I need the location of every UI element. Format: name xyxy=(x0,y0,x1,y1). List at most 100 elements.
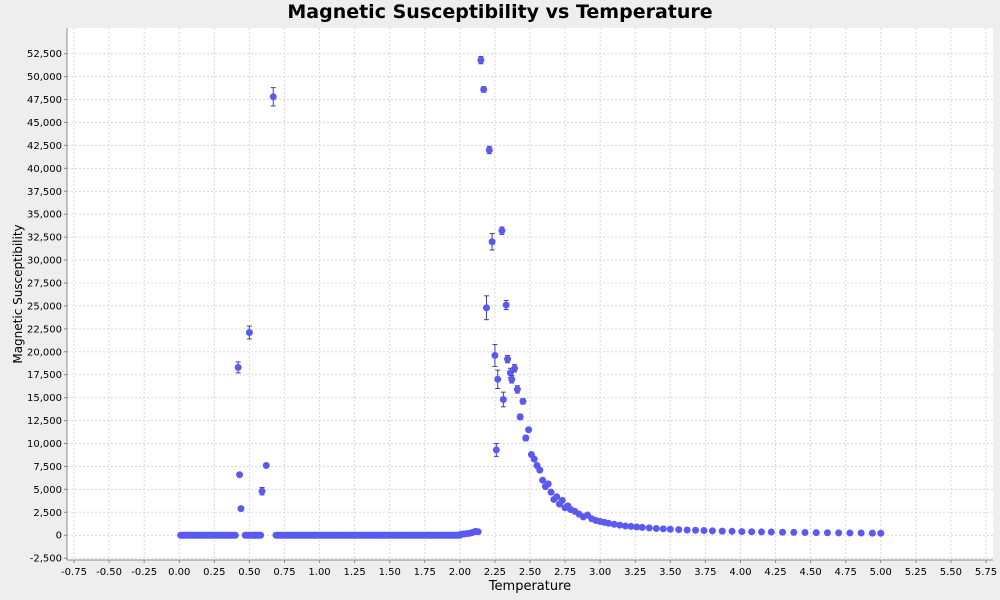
data-point xyxy=(536,466,544,474)
y-tick-label: 40,000 xyxy=(27,164,62,175)
data-point xyxy=(269,93,277,101)
data-point xyxy=(801,528,809,536)
data-point xyxy=(262,462,270,470)
x-tick-label: 5.75 xyxy=(975,567,997,578)
data-point xyxy=(616,521,624,529)
y-tick-label: 50,000 xyxy=(27,72,62,83)
x-tick-label: 1.25 xyxy=(343,567,365,578)
axes: -0.75 -0.50 -0.25 0.00 0.25 0.50 0.75 1.00 1.25 1… xyxy=(27,28,997,578)
data-point xyxy=(758,528,765,536)
data-point xyxy=(708,527,716,535)
y-tick-label: 17,500 xyxy=(27,370,62,381)
data-point xyxy=(558,496,566,504)
y-tick-label: 42,500 xyxy=(27,141,62,152)
data-point xyxy=(494,375,502,383)
data-series xyxy=(177,55,885,539)
y-tick-label: 37,500 xyxy=(27,187,62,198)
data-point xyxy=(659,525,667,533)
x-tick-label: 5.00 xyxy=(870,567,892,578)
data-point xyxy=(812,529,820,537)
data-point xyxy=(846,529,854,537)
data-point xyxy=(877,529,885,537)
data-point xyxy=(666,525,674,533)
x-axis-label: Temperature xyxy=(488,579,571,594)
y-tick-label: 52,500 xyxy=(27,49,62,60)
data-point xyxy=(539,476,547,484)
data-point xyxy=(835,529,843,537)
x-tick-label: 4.25 xyxy=(764,567,786,578)
data-point xyxy=(645,524,653,532)
data-point xyxy=(508,375,516,383)
data-point xyxy=(652,524,660,532)
x-tick-label: 3.00 xyxy=(589,567,611,578)
data-point xyxy=(738,528,746,536)
data-point xyxy=(257,531,265,539)
y-tick-label: 32,500 xyxy=(27,233,62,244)
x-tick-label: 4.50 xyxy=(799,567,821,578)
data-point xyxy=(488,238,496,246)
data-point xyxy=(857,529,865,537)
data-point xyxy=(605,519,613,527)
data-point xyxy=(231,531,239,539)
y-tick-label: 5,000 xyxy=(33,485,62,496)
x-tick-label: 1.00 xyxy=(308,567,330,578)
y-tick-label: 20,000 xyxy=(27,347,62,358)
y-tick-label: 45,000 xyxy=(27,118,62,129)
data-point xyxy=(692,526,700,534)
x-tick-label: 3.75 xyxy=(694,567,716,578)
data-point xyxy=(790,528,798,536)
x-tick-label: 2.25 xyxy=(484,567,506,578)
data-point xyxy=(748,528,756,536)
x-tick-label: 2.50 xyxy=(519,567,541,578)
y-tick-label: 0 xyxy=(56,531,62,542)
chart-title: Magnetic Susceptibility vs Temperature xyxy=(287,1,713,23)
data-point xyxy=(499,395,507,403)
data-point xyxy=(522,434,530,442)
data-point xyxy=(477,56,485,64)
data-point xyxy=(621,522,629,530)
data-point xyxy=(504,355,512,363)
y-tick-label: 25,000 xyxy=(27,301,62,312)
y-tick-label: 7,500 xyxy=(33,462,62,473)
data-point xyxy=(530,455,538,463)
y-tick-label: -2,500 xyxy=(30,554,62,565)
x-tick-label: 3.25 xyxy=(624,567,646,578)
data-point xyxy=(627,522,635,530)
data-point xyxy=(728,527,736,535)
grid-lines xyxy=(67,28,993,560)
data-point xyxy=(474,528,482,536)
data-point xyxy=(485,146,493,154)
data-point xyxy=(633,523,641,531)
data-point xyxy=(234,363,242,371)
y-tick-label: 2,500 xyxy=(33,508,62,519)
data-point xyxy=(767,528,775,536)
data-point xyxy=(544,480,552,488)
data-point xyxy=(506,369,514,377)
data-point xyxy=(498,227,506,235)
x-tick-label: 0.00 xyxy=(168,567,190,578)
y-tick-label: 27,500 xyxy=(27,278,62,289)
data-point xyxy=(700,527,708,535)
y-tick-label: 35,000 xyxy=(27,210,62,221)
data-point xyxy=(502,301,510,309)
data-point xyxy=(513,385,521,393)
x-tick-label: 0.75 xyxy=(273,567,295,578)
y-tick-label: 22,500 xyxy=(27,324,62,335)
data-point xyxy=(516,413,524,421)
x-tick-label: 4.75 xyxy=(835,567,857,578)
data-point xyxy=(483,304,491,312)
data-point xyxy=(553,493,561,501)
x-tick-label: -0.50 xyxy=(96,567,122,578)
data-point xyxy=(492,446,500,454)
data-point xyxy=(480,85,488,93)
y-tick-label: 12,500 xyxy=(27,416,62,427)
x-tick-label: 1.50 xyxy=(379,567,401,578)
data-point xyxy=(610,520,618,528)
data-point xyxy=(237,505,245,513)
data-point xyxy=(525,426,533,434)
data-point xyxy=(638,523,646,531)
x-tick-label: 2.00 xyxy=(449,567,471,578)
data-point xyxy=(868,529,876,537)
